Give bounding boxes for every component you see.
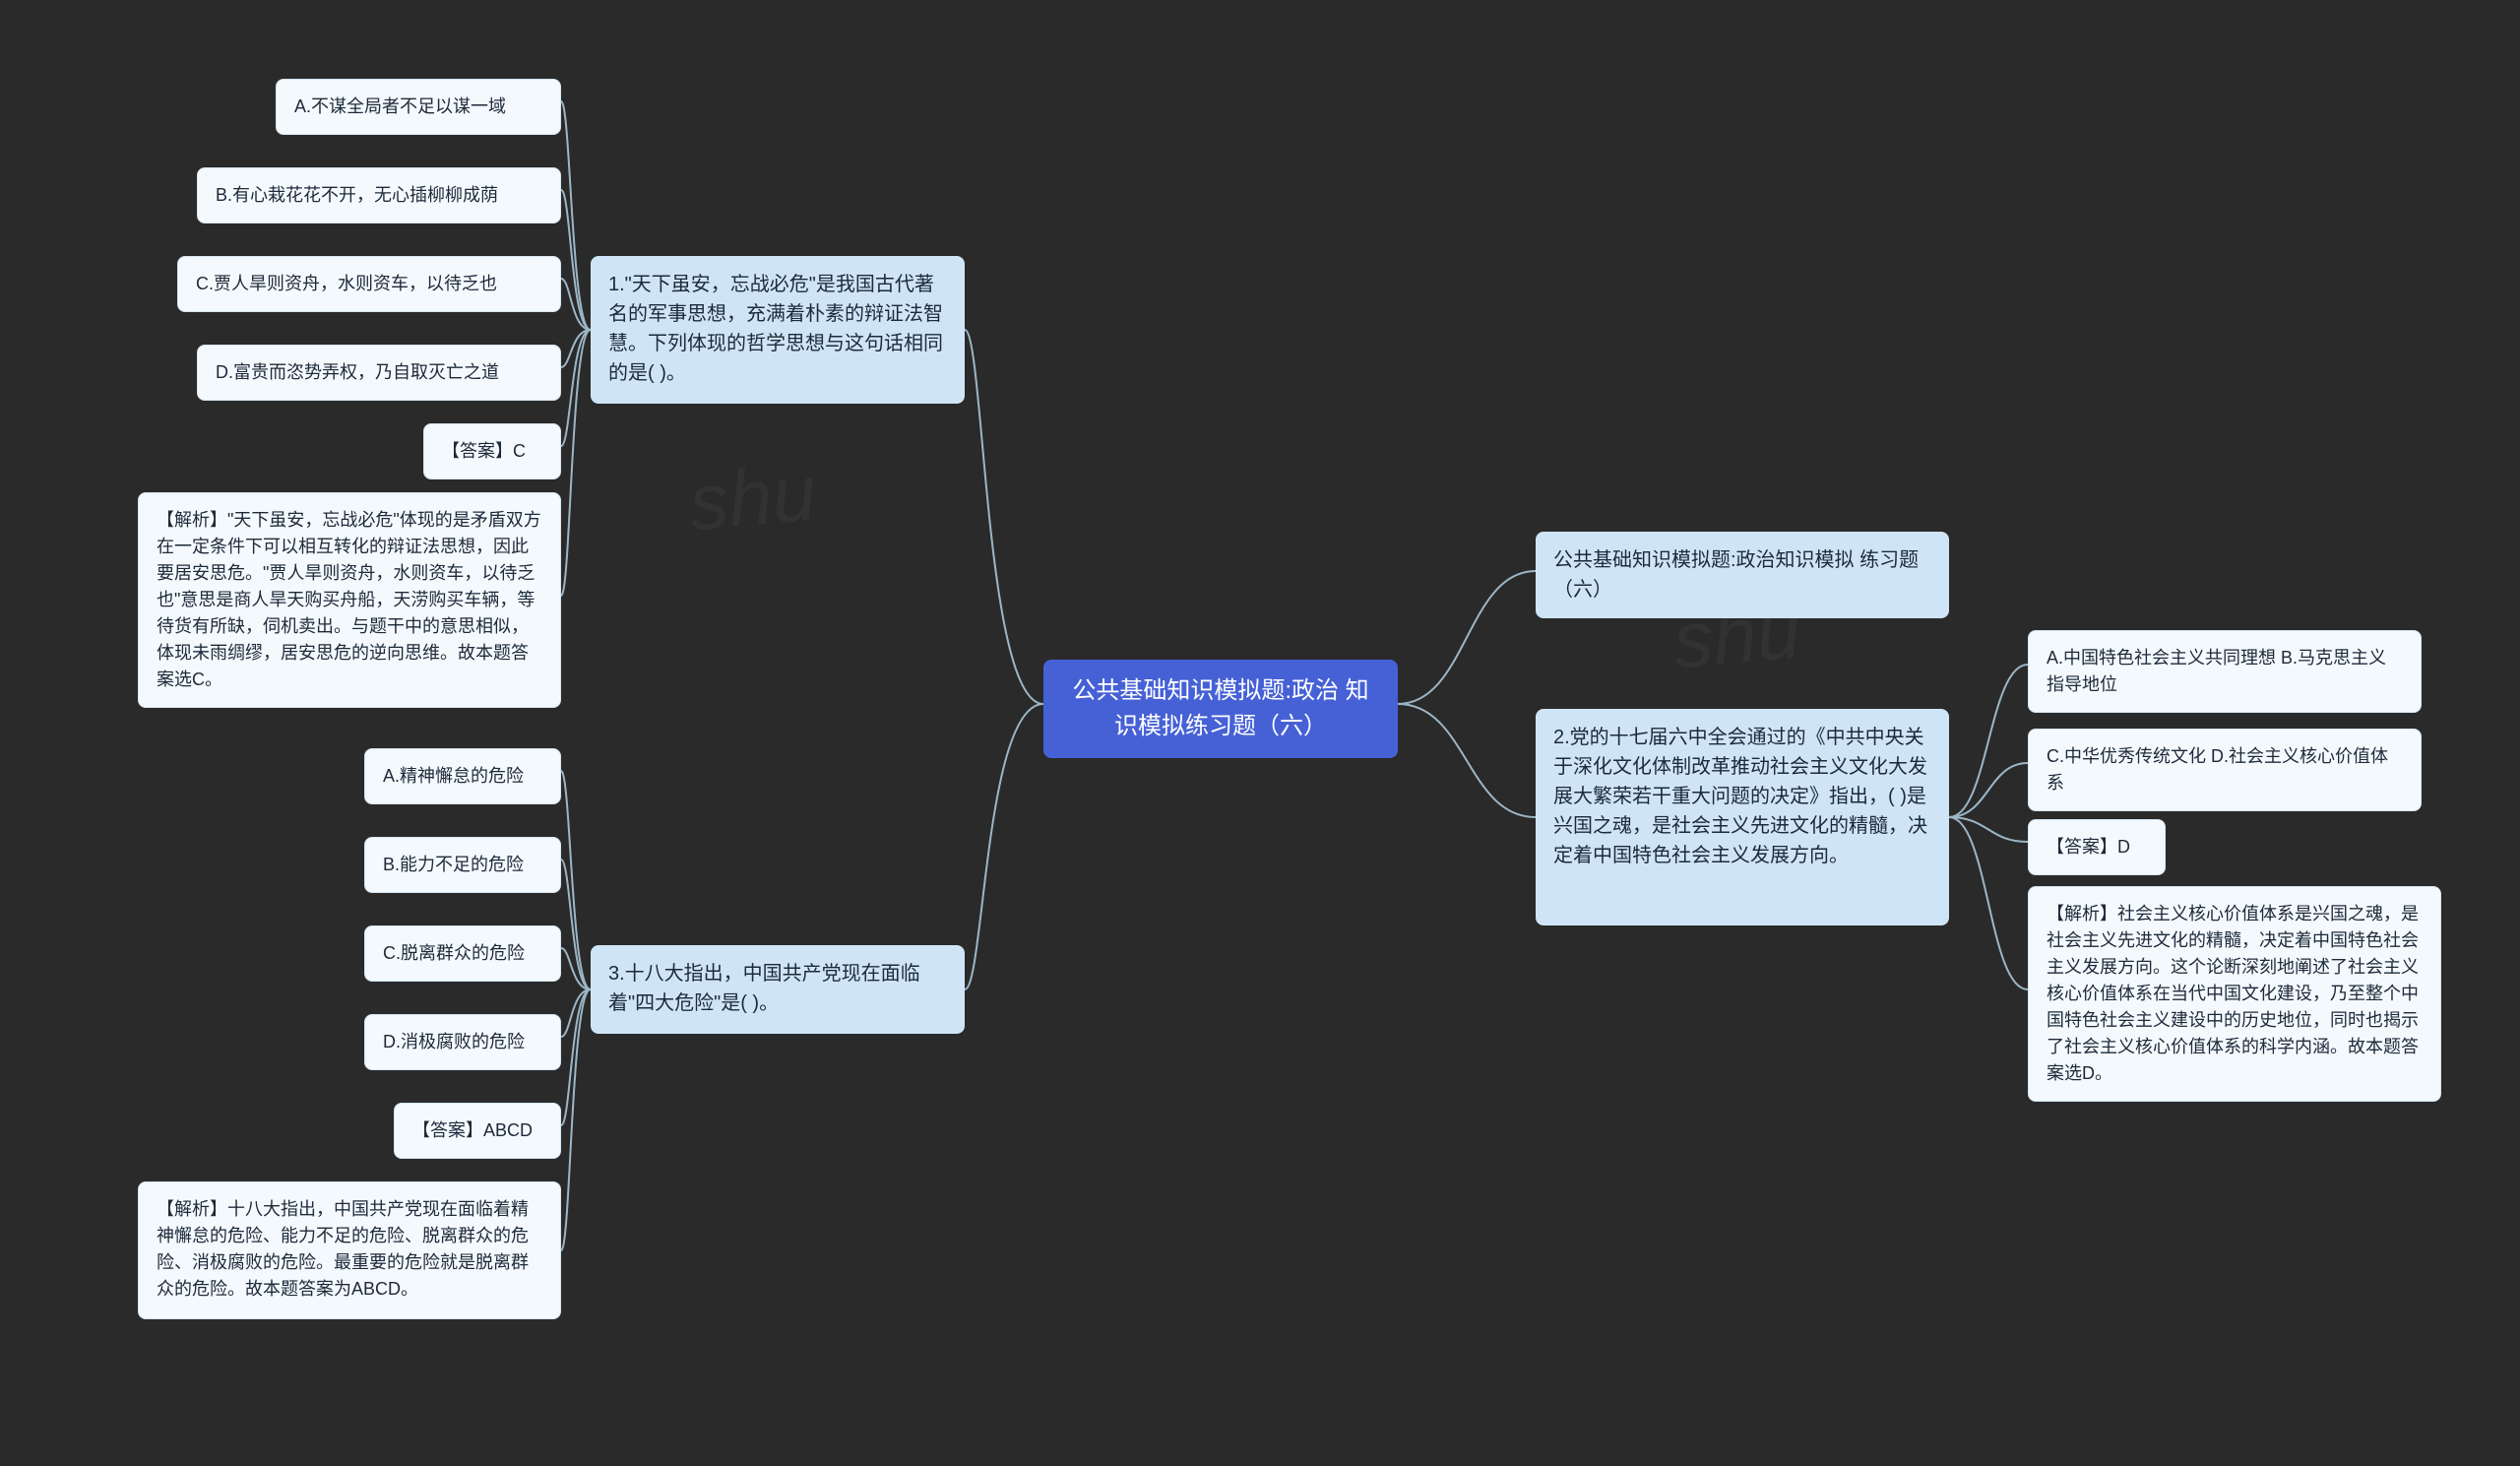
mindmap-canvas: shu shu 公共基础知识模拟题:政治 知识模拟练习题（六） 公共基础知识模拟… — [0, 0, 2520, 1466]
q1-explanation[interactable]: 【解析】"天下虽安，忘战必危"体现的是矛盾双方在一定条件下可以相互转化的辩证法思… — [138, 492, 561, 708]
q1-option-d[interactable]: D.富贵而恣势弄权，乃自取灭亡之道 — [197, 345, 561, 401]
branch-q3[interactable]: 3.十八大指出，中国共产党现在面临着"四大危险"是( )。 — [591, 945, 965, 1034]
q2-answer[interactable]: 【答案】D — [2028, 819, 2166, 875]
q3-option-c[interactable]: C.脱离群众的危险 — [364, 925, 561, 982]
q1-option-b[interactable]: B.有心栽花花不开，无心插柳柳成荫 — [197, 167, 561, 223]
q2-explanation[interactable]: 【解析】社会主义核心价值体系是兴国之魂，是社会主义先进文化的精髓，决定着中国特色… — [2028, 886, 2441, 1102]
q3-option-a[interactable]: A.精神懈怠的危险 — [364, 748, 561, 804]
q3-option-d[interactable]: D.消极腐败的危险 — [364, 1014, 561, 1070]
branch-title[interactable]: 公共基础知识模拟题:政治知识模拟 练习题（六） — [1536, 532, 1949, 618]
watermark: shu — [685, 448, 820, 549]
q3-option-b[interactable]: B.能力不足的危险 — [364, 837, 561, 893]
q1-option-a[interactable]: A.不谋全局者不足以谋一域 — [276, 79, 561, 135]
q2-option-cd[interactable]: C.中华优秀传统文化 D.社会主义核心价值体系 — [2028, 729, 2422, 811]
q3-explanation[interactable]: 【解析】十八大指出，中国共产党现在面临着精神懈怠的危险、能力不足的危险、脱离群众… — [138, 1181, 561, 1319]
branch-q1[interactable]: 1."天下虽安，忘战必危"是我国古代著名的军事思想，充满着朴素的辩证法智慧。下列… — [591, 256, 965, 404]
q1-option-c[interactable]: C.贾人旱则资舟，水则资车，以待乏也 — [177, 256, 561, 312]
root-node[interactable]: 公共基础知识模拟题:政治 知识模拟练习题（六） — [1043, 660, 1398, 758]
branch-q2[interactable]: 2.党的十七届六中全会通过的《中共中央关于深化文化体制改革推动社会主义文化大发展… — [1536, 709, 1949, 925]
q3-answer[interactable]: 【答案】ABCD — [394, 1103, 561, 1159]
q2-option-ab[interactable]: A.中国特色社会主义共同理想 B.马克思主义指导地位 — [2028, 630, 2422, 713]
q1-answer[interactable]: 【答案】C — [423, 423, 561, 479]
